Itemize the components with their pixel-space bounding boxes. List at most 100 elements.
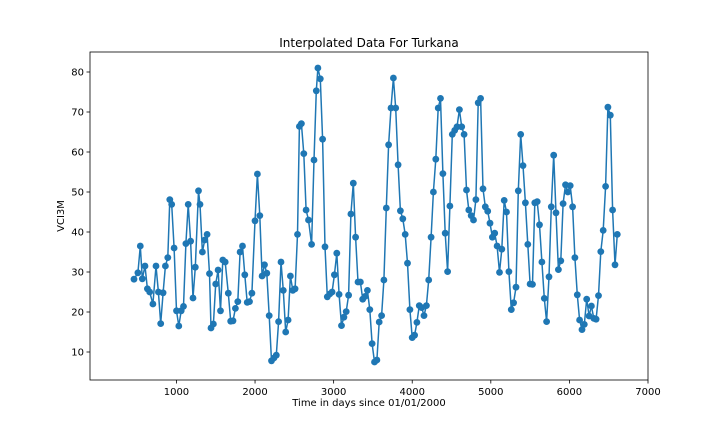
axes-frame	[89, 51, 649, 381]
data-point	[224, 289, 232, 297]
data-point	[453, 123, 461, 131]
data-point	[479, 185, 487, 193]
data-point	[180, 303, 187, 310]
data-point	[550, 151, 558, 159]
data-point	[390, 74, 397, 82]
data-point	[576, 316, 583, 324]
y-tick-label: 10	[71, 348, 84, 359]
data-point	[199, 248, 206, 256]
data-point	[310, 156, 318, 164]
data-point	[555, 266, 562, 273]
y-tick-label: 40	[71, 228, 84, 239]
data-point	[460, 131, 468, 138]
data-point	[302, 206, 310, 214]
data-point	[505, 268, 513, 275]
data-point	[404, 259, 411, 267]
data-point	[232, 305, 239, 312]
data-point	[503, 208, 510, 216]
data-point	[423, 302, 430, 309]
data-point	[420, 312, 428, 319]
data-point	[159, 289, 167, 297]
data-point	[130, 275, 138, 283]
data-point	[236, 248, 244, 256]
data-point	[248, 289, 256, 297]
data-point	[146, 288, 154, 296]
data-point	[583, 295, 591, 303]
data-point	[588, 302, 595, 310]
x-tick-label: 2000	[242, 387, 267, 398]
data-point	[175, 322, 183, 330]
data-point	[210, 320, 217, 328]
data-point	[364, 287, 371, 294]
data-point	[338, 322, 345, 329]
chart-title: Interpolated Data For Turkana	[279, 36, 458, 50]
data-point	[234, 298, 242, 305]
data-point	[291, 285, 299, 293]
data-point	[540, 295, 548, 302]
data-point	[342, 308, 350, 315]
data-point	[522, 199, 529, 207]
data-point	[472, 196, 480, 204]
data-point	[387, 104, 395, 112]
y-tick-label: 50	[71, 188, 84, 199]
data-point	[557, 257, 565, 265]
data-point	[444, 268, 451, 275]
data-point	[604, 103, 612, 111]
data-point	[328, 288, 336, 296]
data-point	[375, 318, 383, 326]
data-point	[437, 95, 444, 102]
data-point	[206, 270, 213, 277]
data-point	[164, 254, 172, 261]
data-point	[196, 201, 204, 208]
data-point	[613, 231, 621, 238]
data-point	[335, 291, 343, 298]
x-tick-label: 3000	[321, 387, 346, 398]
data-point	[261, 261, 268, 269]
data-point	[578, 326, 586, 333]
data-point	[432, 155, 440, 163]
data-point	[430, 188, 437, 196]
data-point	[524, 241, 532, 248]
data-point	[134, 269, 142, 277]
x-axis-label: Time in days since 01/01/2000	[291, 398, 446, 409]
data-point	[498, 245, 506, 253]
data-point	[399, 215, 407, 223]
data-point	[491, 229, 499, 237]
data-point	[279, 287, 287, 294]
x-tick-label: 4000	[399, 387, 424, 398]
data-point	[272, 351, 280, 359]
data-point	[157, 320, 165, 327]
data-point	[547, 203, 555, 211]
data-point	[602, 183, 609, 190]
data-point	[300, 150, 308, 158]
data-point	[533, 198, 541, 206]
data-point	[189, 294, 197, 302]
data-point	[599, 227, 607, 234]
data-point	[349, 179, 357, 187]
data-point	[514, 187, 522, 195]
data-point	[545, 273, 553, 281]
data-point	[529, 281, 536, 288]
x-tick-label: 6000	[557, 387, 582, 398]
data-point	[434, 104, 442, 112]
data-point	[294, 231, 301, 238]
data-point	[229, 317, 237, 325]
y-tick-label: 20	[71, 308, 84, 319]
data-point	[543, 318, 550, 325]
data-point	[333, 249, 341, 257]
data-point	[136, 242, 144, 250]
data-point	[357, 278, 364, 286]
data-point	[592, 315, 600, 323]
data-point	[413, 319, 421, 326]
data-point	[500, 197, 508, 204]
data-point	[397, 207, 404, 215]
data-point	[512, 283, 520, 291]
data-point	[282, 328, 290, 336]
data-point	[314, 64, 322, 72]
data-point	[382, 204, 390, 212]
data-point	[580, 321, 588, 328]
data-point	[152, 262, 160, 270]
data-point	[484, 207, 492, 215]
